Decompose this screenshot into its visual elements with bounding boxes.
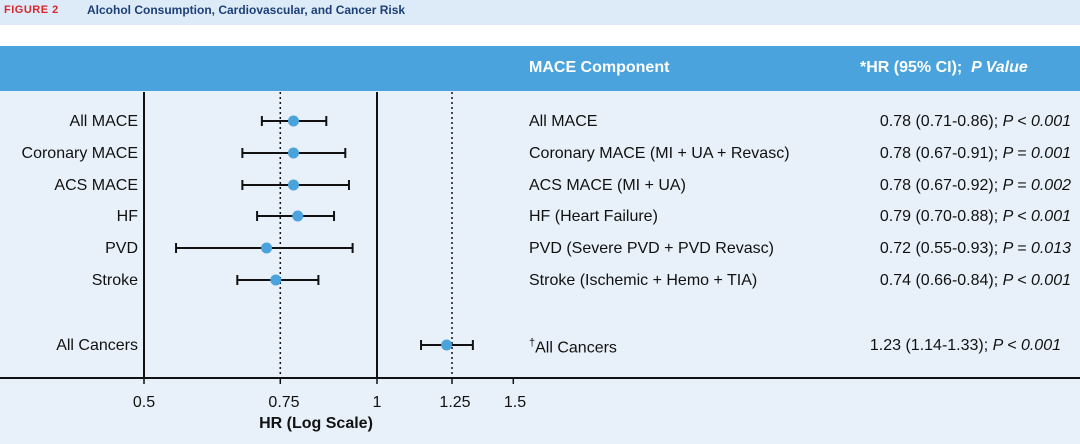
hr-point	[287, 147, 299, 159]
x-tick-label: 0.5	[132, 394, 156, 411]
hr-point	[270, 274, 282, 286]
component-text: Coronary MACE (MI + UA + Revasc)	[529, 145, 790, 162]
header-mace-component: MACE Component	[529, 59, 670, 76]
hr-point	[292, 210, 304, 222]
component-text: HF (Heart Failure)	[529, 208, 658, 225]
component-text: ACS MACE (MI + UA)	[529, 177, 686, 194]
hr-stat: 0.78 (0.67-0.91); P = 0.001	[879, 145, 1071, 162]
hr-stat: 0.72 (0.55-0.93); P = 0.013	[879, 240, 1071, 257]
figure-header-band	[0, 0, 1080, 25]
component-text: Stroke (Ischemic + Hemo + TIA)	[529, 272, 758, 289]
row-label: All Cancers	[56, 337, 138, 354]
row-label: ACS MACE	[54, 177, 138, 194]
hr-stat: 1.23 (1.14-1.33); P < 0.001	[869, 337, 1061, 354]
hr-stat: 0.74 (0.66-0.84); P < 0.001	[879, 272, 1071, 289]
hr-point	[441, 339, 453, 351]
header-hr-ci: *HR (95% CI); P Value	[860, 59, 1028, 76]
component-text: All MACE	[529, 113, 598, 130]
row-label: All MACE	[69, 113, 138, 130]
row-label: HF	[116, 208, 138, 225]
table-header-bar	[0, 46, 1080, 91]
component-text: †All Cancers	[529, 337, 617, 357]
component-label: All Cancers	[535, 339, 617, 357]
component-text: PVD (Severe PVD + PVD Revasc)	[529, 240, 774, 257]
x-tick-label: 0.75	[268, 394, 300, 411]
x-axis-title: HR (Log Scale)	[259, 415, 373, 432]
x-tick-label: 1	[372, 394, 382, 411]
hr-point	[261, 242, 273, 254]
row-label: Stroke	[91, 272, 138, 289]
x-tick-label: 1.5	[503, 394, 527, 411]
hr-stat: 0.79 (0.70-0.88); P < 0.001	[879, 208, 1071, 225]
figure-title: Alcohol Consumption, Cardiovascular, and…	[87, 3, 406, 17]
hr-stat: 0.78 (0.71-0.86); P < 0.001	[879, 113, 1071, 130]
dagger-mark: †	[529, 337, 536, 349]
row-label: PVD	[105, 240, 138, 257]
row-label: Coronary MACE	[21, 145, 138, 162]
x-tick-label: 1.25	[439, 394, 471, 411]
hr-point	[287, 115, 299, 127]
hr-point	[287, 179, 299, 191]
figure-label: FIGURE 2	[4, 4, 59, 16]
hr-stat: 0.78 (0.67-0.92); P = 0.002	[879, 177, 1071, 194]
